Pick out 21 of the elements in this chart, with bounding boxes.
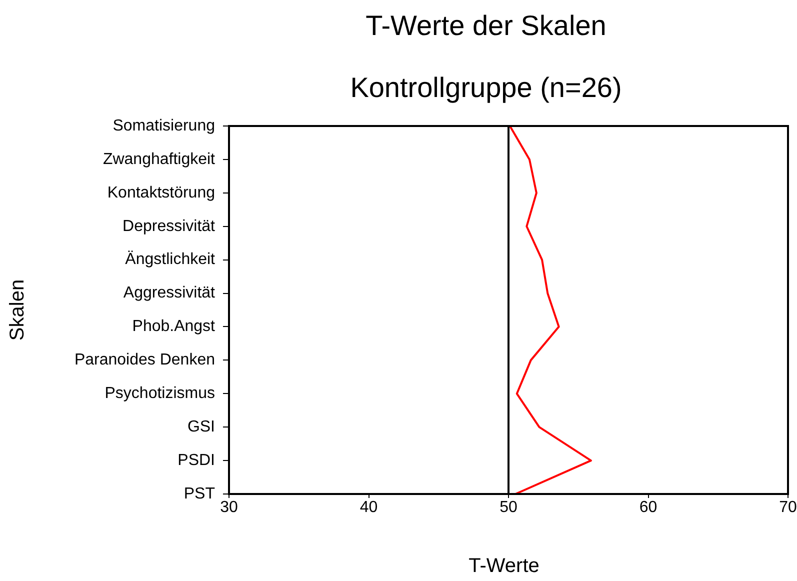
- y-tick-label: GSI: [187, 418, 215, 436]
- x-tick-label: 60: [639, 499, 658, 516]
- y-tick-label: Kontaktstörung: [107, 184, 215, 202]
- y-tick-label: Ängstlichkeit: [125, 250, 216, 268]
- y-tick-label: PST: [184, 485, 216, 502]
- y-tick-label: PSDI: [178, 452, 215, 469]
- y-axis-title: Skalen: [6, 279, 30, 341]
- x-tick-label: 40: [360, 499, 378, 516]
- x-axis-title: T-Werte: [468, 555, 540, 578]
- y-tick-label: Somatisierung: [112, 117, 215, 134]
- y-tick-label: Aggressivität: [123, 284, 216, 302]
- x-tick-label: 50: [500, 499, 518, 516]
- chart-subtitle: Kontrollgruppe (n=26): [350, 72, 622, 104]
- x-tick-label: 30: [220, 499, 238, 516]
- y-tick-label: Paranoides Denken: [74, 352, 215, 369]
- y-tick-label: Phob.Angst: [132, 318, 216, 336]
- chart-title: T-Werte der Skalen: [366, 10, 606, 42]
- x-tick-label: 70: [779, 499, 797, 516]
- y-tick-label: Psychotizismus: [104, 385, 215, 402]
- y-tick-label: Depressivität: [122, 218, 216, 235]
- y-tick-label: Zwanghaftigkeit: [102, 150, 216, 168]
